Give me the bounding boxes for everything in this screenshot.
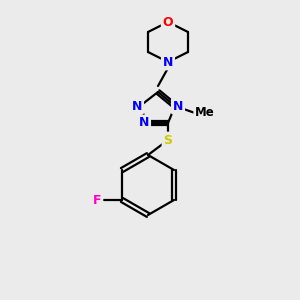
Text: S: S [164, 134, 172, 146]
Text: N: N [173, 100, 183, 112]
Text: Me: Me [195, 106, 215, 119]
Text: N: N [139, 116, 149, 130]
Text: N: N [163, 56, 173, 68]
Text: O: O [163, 16, 173, 28]
Text: N: N [132, 100, 142, 112]
Text: F: F [93, 194, 101, 206]
